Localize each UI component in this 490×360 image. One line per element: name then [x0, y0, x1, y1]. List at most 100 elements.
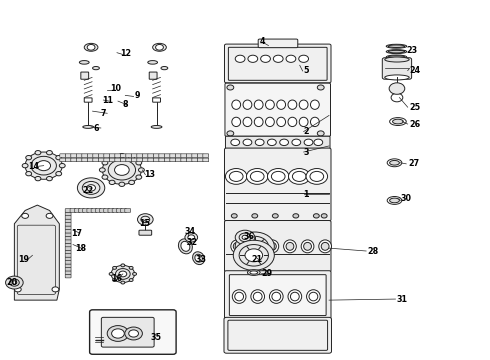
Text: 32: 32	[187, 238, 198, 247]
Circle shape	[268, 168, 289, 184]
Circle shape	[47, 176, 52, 181]
Ellipse shape	[148, 60, 158, 64]
Circle shape	[286, 55, 296, 62]
FancyBboxPatch shape	[65, 219, 71, 222]
Text: 21: 21	[252, 255, 263, 264]
Ellipse shape	[254, 100, 263, 109]
Circle shape	[233, 240, 274, 270]
FancyBboxPatch shape	[170, 154, 176, 157]
Circle shape	[136, 175, 142, 179]
Circle shape	[121, 281, 125, 284]
FancyBboxPatch shape	[142, 158, 148, 162]
FancyBboxPatch shape	[65, 267, 71, 271]
Circle shape	[235, 232, 274, 261]
Ellipse shape	[311, 100, 319, 109]
Circle shape	[273, 55, 283, 62]
Text: 20: 20	[6, 278, 17, 287]
Ellipse shape	[387, 197, 402, 204]
FancyBboxPatch shape	[181, 154, 187, 157]
Circle shape	[231, 214, 237, 218]
Ellipse shape	[93, 67, 99, 70]
Circle shape	[115, 165, 129, 175]
FancyBboxPatch shape	[60, 158, 66, 162]
Circle shape	[138, 214, 153, 225]
Circle shape	[235, 230, 255, 244]
FancyBboxPatch shape	[98, 154, 104, 157]
Circle shape	[47, 150, 52, 155]
Ellipse shape	[151, 126, 162, 129]
Ellipse shape	[319, 240, 331, 253]
Circle shape	[304, 139, 313, 145]
FancyBboxPatch shape	[65, 226, 71, 230]
Ellipse shape	[84, 43, 98, 51]
FancyBboxPatch shape	[76, 154, 82, 157]
FancyBboxPatch shape	[65, 212, 71, 216]
Circle shape	[111, 265, 135, 283]
Circle shape	[25, 152, 62, 179]
Circle shape	[102, 161, 108, 165]
FancyBboxPatch shape	[101, 318, 154, 347]
FancyBboxPatch shape	[225, 83, 331, 136]
Ellipse shape	[266, 117, 274, 127]
Circle shape	[318, 131, 324, 136]
FancyBboxPatch shape	[71, 154, 76, 157]
FancyBboxPatch shape	[84, 98, 92, 102]
Circle shape	[109, 273, 113, 275]
FancyBboxPatch shape	[93, 154, 98, 157]
FancyBboxPatch shape	[224, 221, 331, 272]
Ellipse shape	[390, 161, 399, 165]
FancyBboxPatch shape	[78, 209, 84, 212]
FancyBboxPatch shape	[93, 158, 98, 162]
FancyBboxPatch shape	[125, 209, 131, 212]
Ellipse shape	[232, 290, 246, 303]
Circle shape	[109, 156, 115, 160]
FancyBboxPatch shape	[108, 209, 114, 212]
FancyBboxPatch shape	[142, 154, 148, 157]
FancyBboxPatch shape	[76, 158, 82, 162]
Text: 36: 36	[244, 232, 254, 241]
Circle shape	[22, 163, 28, 168]
FancyBboxPatch shape	[137, 158, 143, 162]
FancyBboxPatch shape	[115, 158, 121, 162]
FancyBboxPatch shape	[229, 275, 326, 316]
Circle shape	[22, 213, 28, 219]
Circle shape	[14, 287, 21, 292]
Circle shape	[102, 175, 108, 179]
Text: 30: 30	[401, 194, 412, 203]
Circle shape	[129, 279, 133, 282]
FancyBboxPatch shape	[131, 158, 137, 162]
FancyBboxPatch shape	[60, 154, 66, 157]
Circle shape	[292, 139, 301, 145]
Circle shape	[37, 161, 50, 171]
Circle shape	[227, 85, 234, 90]
Ellipse shape	[386, 50, 407, 54]
Circle shape	[129, 156, 135, 160]
Circle shape	[245, 249, 263, 262]
Circle shape	[56, 156, 62, 160]
Text: 1: 1	[303, 190, 309, 199]
Circle shape	[293, 214, 299, 218]
FancyBboxPatch shape	[225, 136, 330, 148]
FancyBboxPatch shape	[104, 158, 110, 162]
Circle shape	[35, 150, 41, 155]
Circle shape	[268, 139, 276, 145]
Circle shape	[235, 55, 245, 62]
Ellipse shape	[307, 290, 320, 303]
FancyBboxPatch shape	[109, 158, 115, 162]
Circle shape	[252, 214, 258, 218]
FancyBboxPatch shape	[82, 158, 88, 162]
Circle shape	[59, 163, 65, 168]
Ellipse shape	[299, 100, 308, 109]
Text: 26: 26	[410, 120, 420, 129]
Text: 17: 17	[71, 229, 82, 238]
FancyBboxPatch shape	[87, 158, 93, 162]
Ellipse shape	[243, 117, 252, 127]
FancyBboxPatch shape	[139, 230, 152, 235]
Ellipse shape	[181, 241, 190, 251]
FancyBboxPatch shape	[149, 72, 157, 79]
FancyBboxPatch shape	[148, 154, 154, 157]
Circle shape	[231, 139, 240, 145]
FancyBboxPatch shape	[153, 154, 159, 157]
FancyBboxPatch shape	[126, 158, 132, 162]
Text: 28: 28	[368, 247, 379, 256]
